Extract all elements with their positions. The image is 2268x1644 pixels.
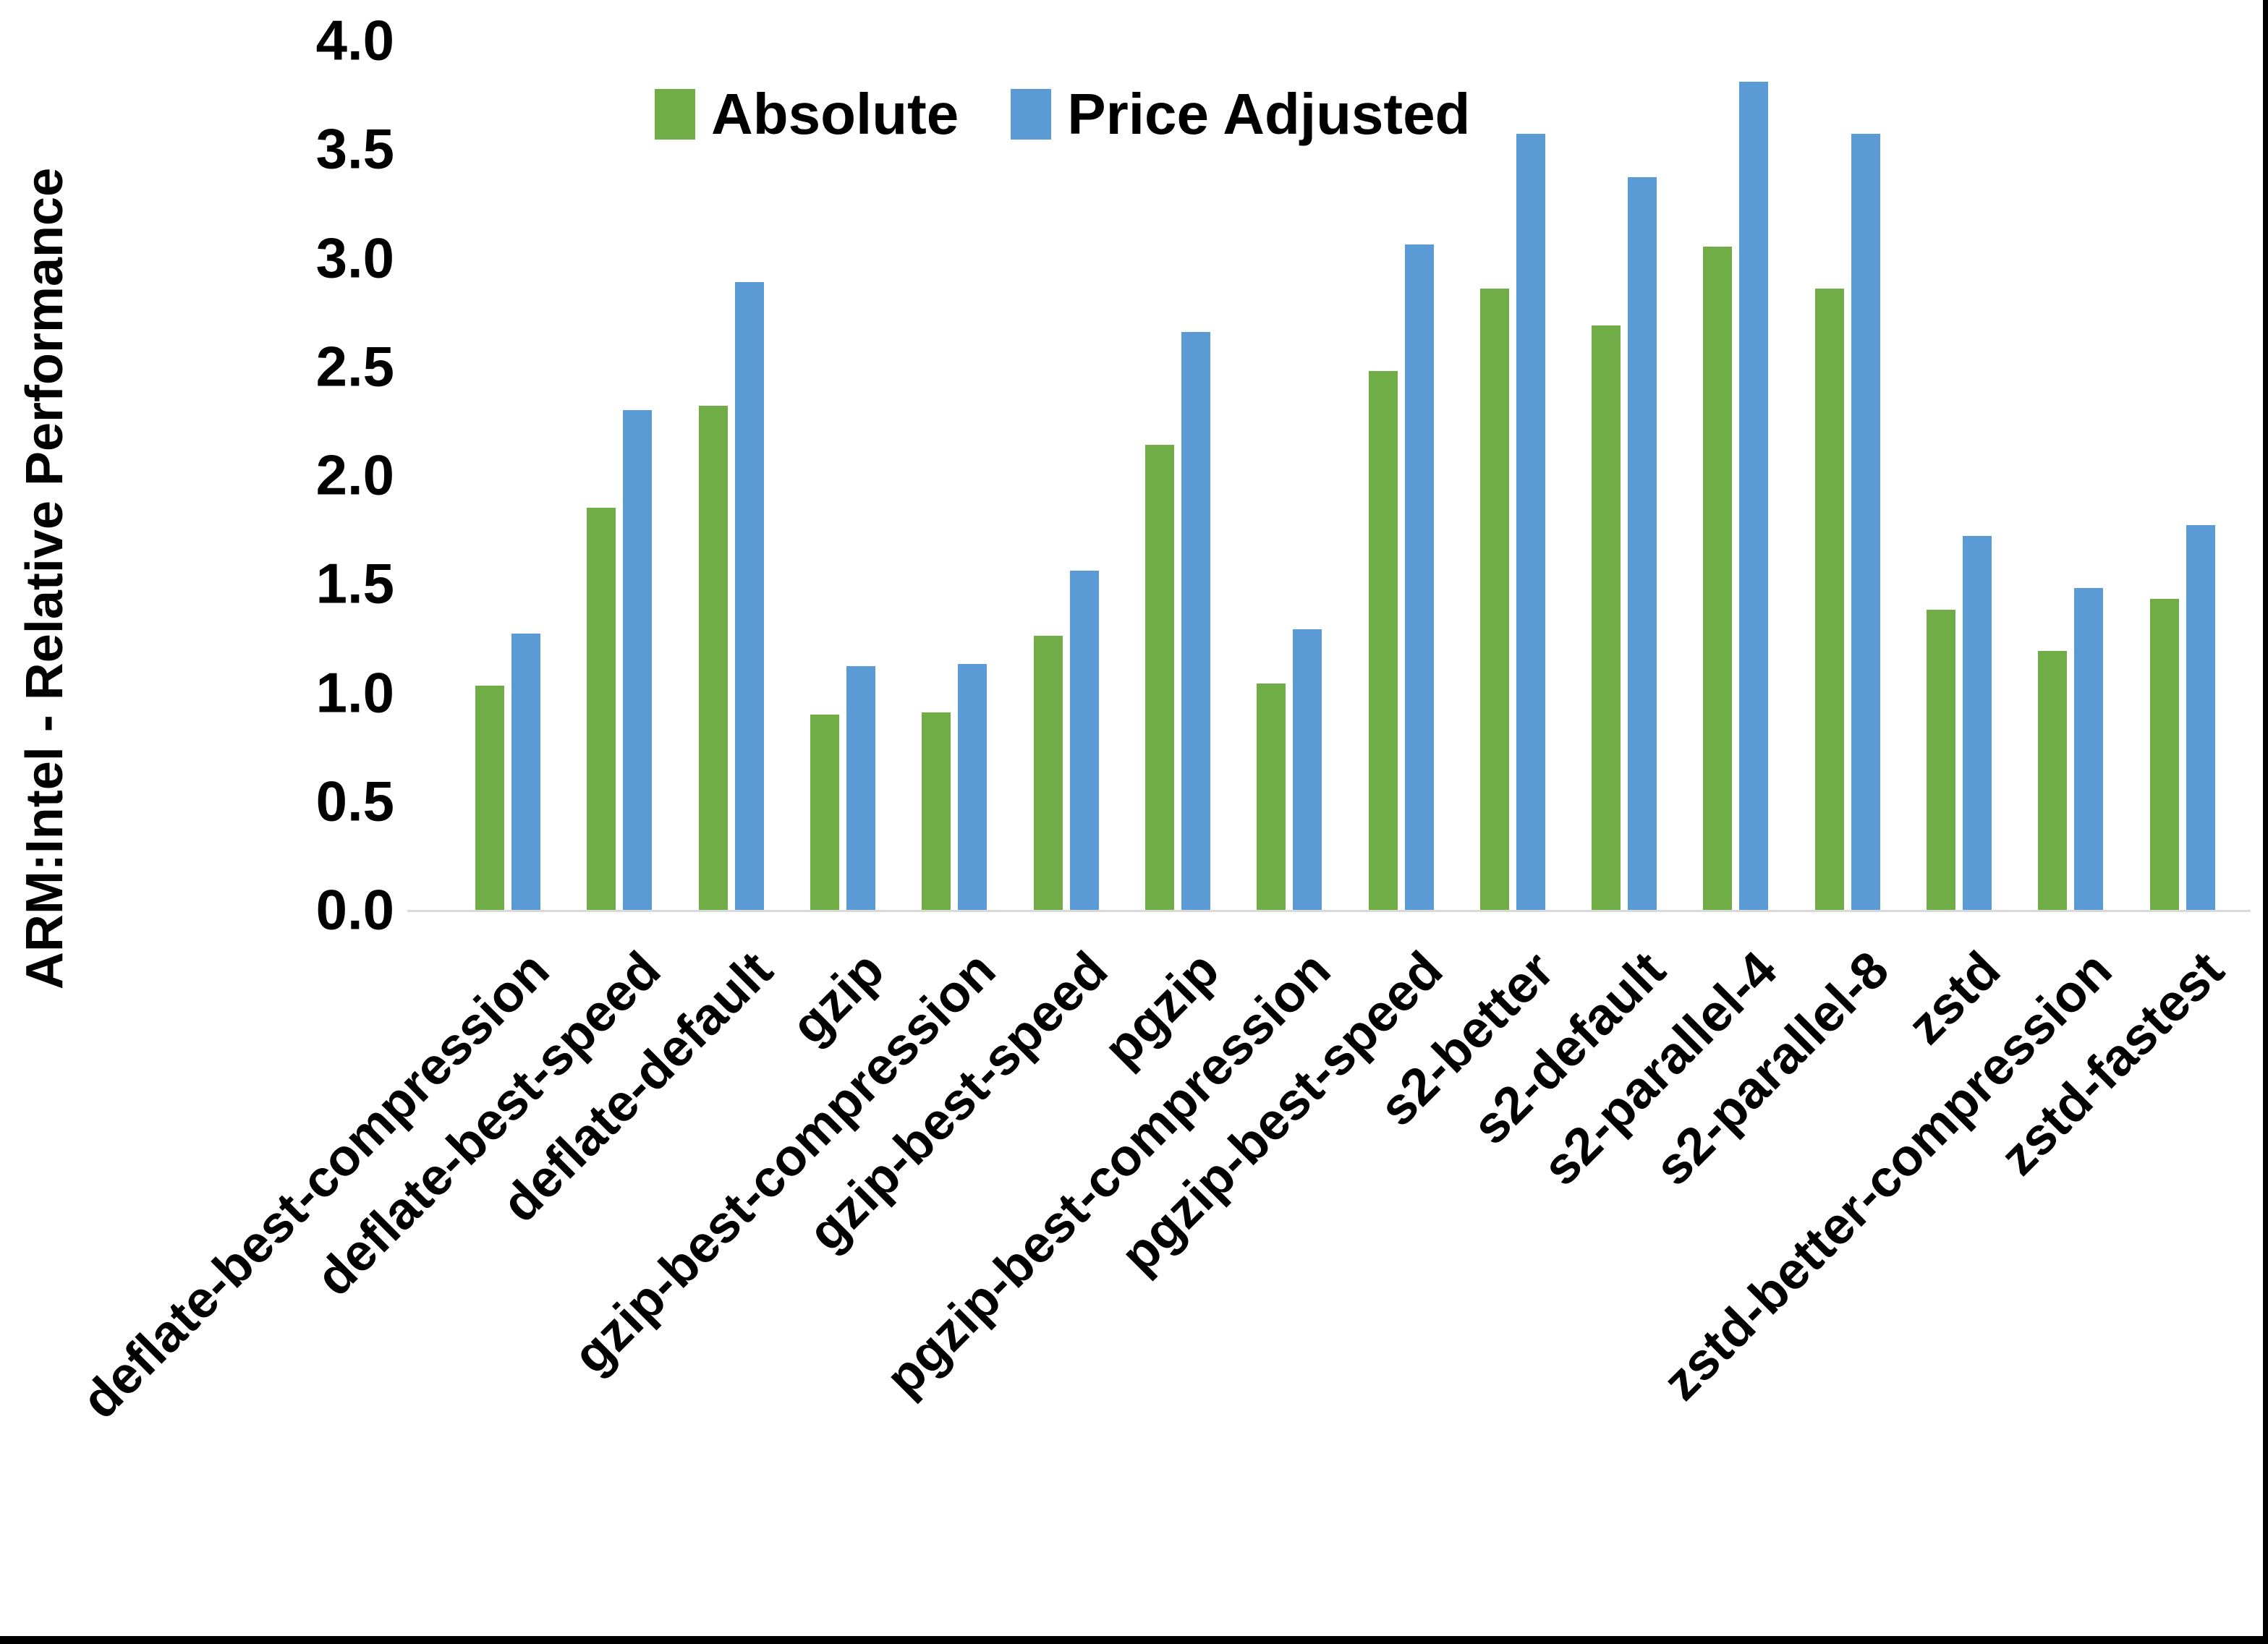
bar-price-adjusted-pgzip (1181, 331, 1210, 910)
bar-price-adjusted-zstd-fastest (2186, 525, 2215, 910)
bar-price-adjusted-deflate-default (734, 281, 764, 910)
bar-absolute-deflate-best-speed (587, 508, 616, 910)
bar-absolute-pgzip (1144, 444, 1174, 910)
legend-item-absolute: Absolute (655, 81, 959, 148)
legend-swatch-price-adjusted (1011, 89, 1052, 140)
bar-price-adjusted-s2-parallel-4 (1739, 82, 1769, 910)
bar-price-adjusted-gzip-best-speed (1069, 571, 1099, 910)
bar-absolute-deflate-best-compression (475, 686, 505, 910)
bar-price-adjusted-gzip (846, 666, 876, 910)
y-tick-label: 2.5 (315, 334, 394, 399)
y-tick-label: 4.0 (315, 8, 394, 72)
legend-swatch-absolute (655, 89, 695, 140)
bar-price-adjusted-deflate-best-compression (511, 634, 541, 910)
bar-price-adjusted-pgzip-best-compression (1293, 629, 1322, 910)
bar-absolute-zstd-better-compression (2038, 651, 2068, 910)
legend-label-absolute: Absolute (711, 82, 959, 146)
bar-price-adjusted-s2-default (1628, 177, 1657, 910)
y-tick-label: 0.0 (315, 877, 394, 942)
bar-absolute-gzip-best-speed (1033, 636, 1063, 910)
legend-label-price-adjusted: Price Adjusted (1067, 82, 1471, 146)
bar-price-adjusted-gzip-best-compression (958, 664, 988, 910)
x-axis-baseline (407, 910, 2251, 912)
bar-price-adjusted-s2-parallel-8 (1851, 134, 1880, 910)
y-tick-label: 3.5 (315, 116, 394, 181)
y-tick-label: 1.0 (315, 660, 394, 724)
y-tick-label: 1.5 (315, 551, 394, 616)
bar-absolute-s2-default (1592, 325, 1621, 910)
legend-item-price-adjusted: Price Adjusted (1011, 81, 1470, 148)
bar-absolute-s2-parallel-8 (1814, 288, 1844, 910)
bar-absolute-gzip-best-compression (922, 712, 951, 910)
bar-absolute-zstd-fastest (2149, 599, 2179, 910)
bar-absolute-s2-better (1479, 288, 1509, 910)
y-tick-label: 3.0 (315, 226, 394, 289)
bar-absolute-pgzip-best-speed (1368, 370, 1398, 910)
y-tick-label: 0.5 (315, 769, 394, 833)
y-axis-title: ARM:Intel - Relative Performance (16, 167, 74, 990)
chart-legend: Absolute Price Adjusted (655, 81, 1470, 148)
y-tick-label: 2.0 (315, 443, 394, 507)
bar-absolute-s2-parallel-4 (1703, 247, 1733, 910)
bar-absolute-pgzip-best-compression (1257, 683, 1286, 910)
bar-absolute-zstd (1927, 610, 1956, 910)
bar-absolute-gzip (810, 714, 840, 910)
bar-price-adjusted-s2-better (1516, 134, 1545, 910)
bar-price-adjusted-zstd-better-compression (2074, 588, 2104, 910)
x-category-label-deflate-best-compression: deflate-best-compression (71, 940, 561, 1430)
bar-price-adjusted-deflate-best-speed (623, 409, 653, 910)
bar-price-adjusted-pgzip-best-speed (1404, 244, 1434, 910)
bar-price-adjusted-zstd (1963, 536, 1992, 910)
bar-absolute-deflate-default (698, 405, 728, 910)
